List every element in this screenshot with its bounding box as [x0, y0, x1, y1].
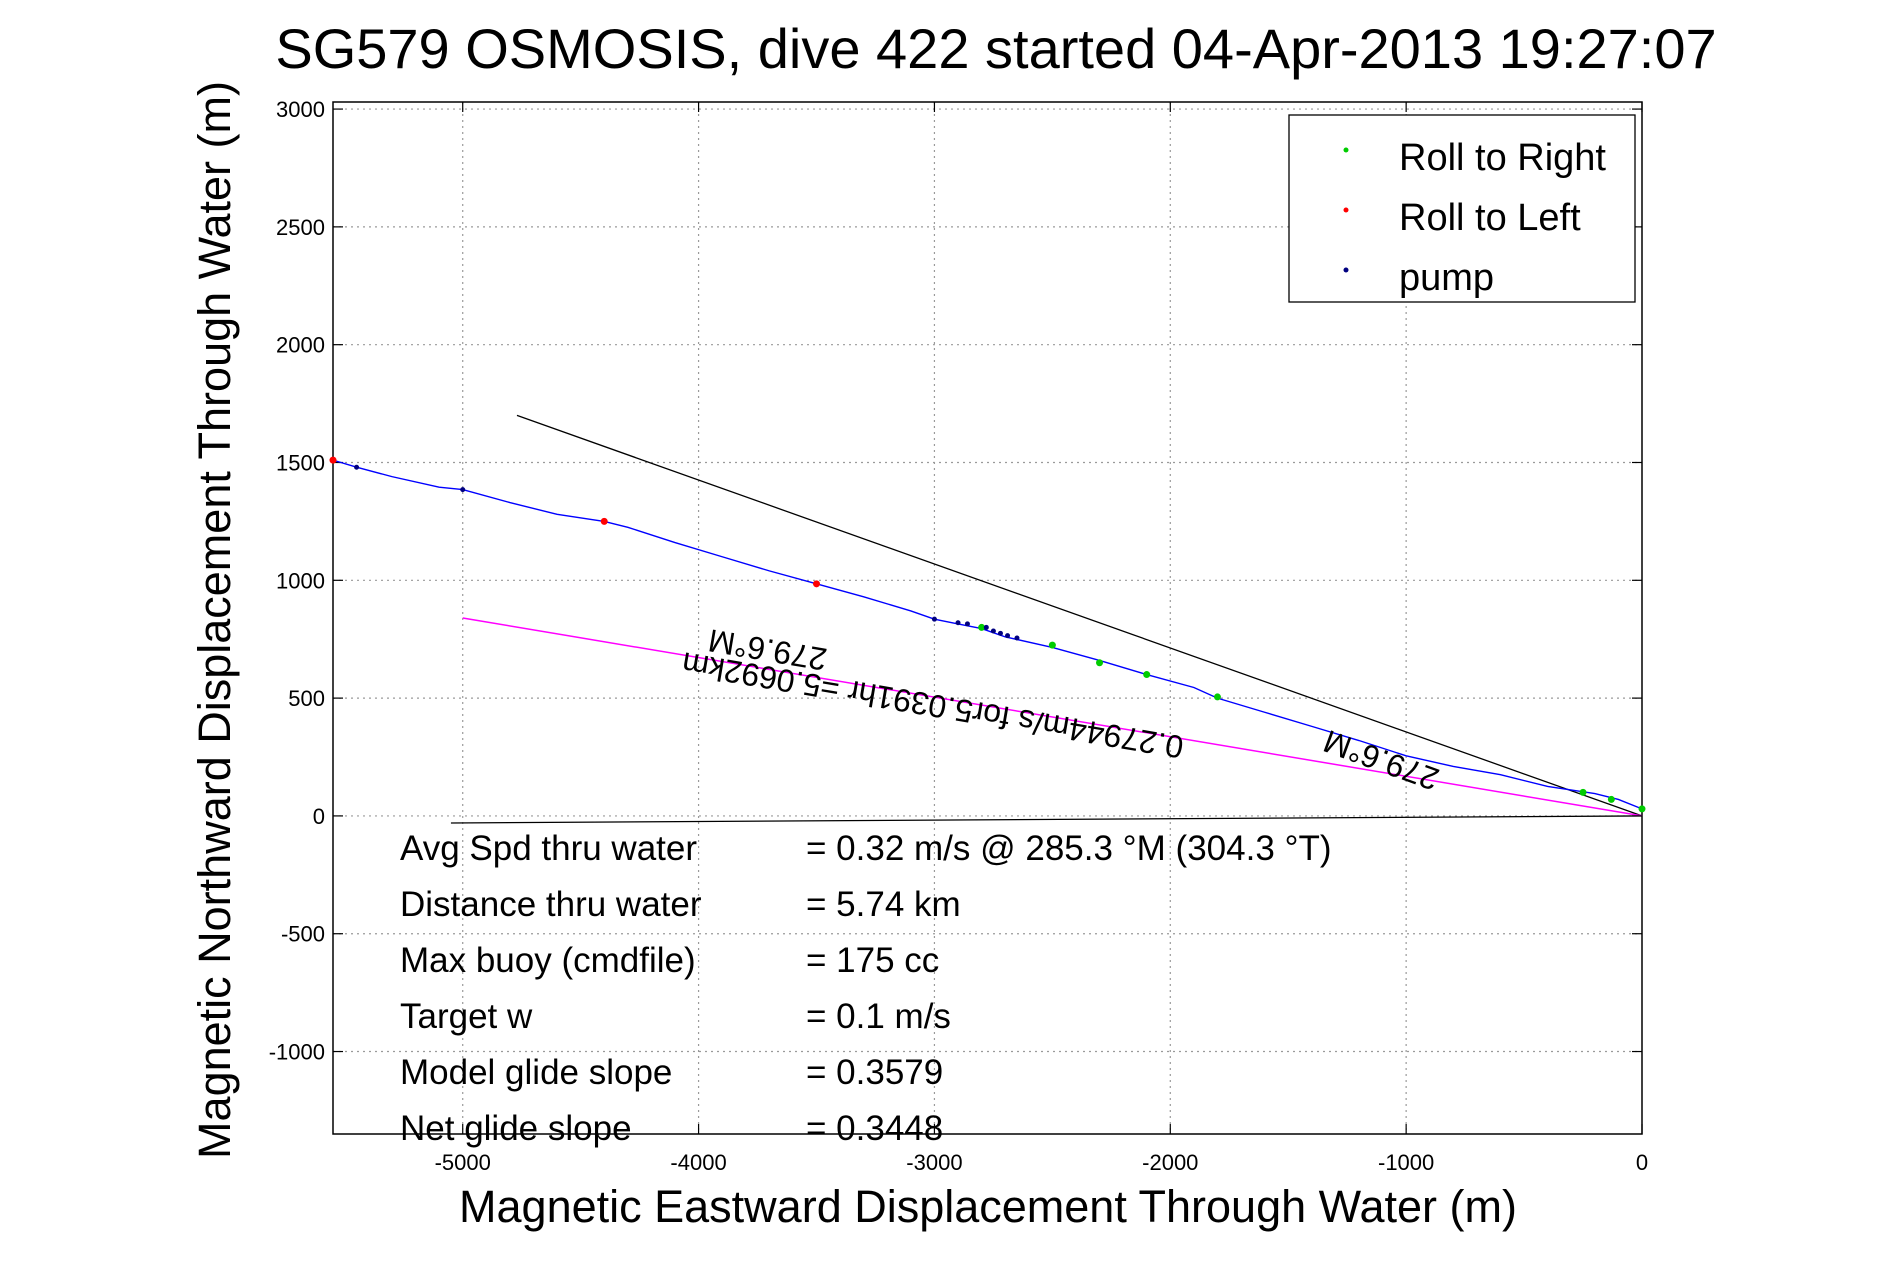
roll-right-point-2	[1096, 659, 1104, 667]
pump-point-5	[983, 624, 989, 630]
pump-point-0	[354, 464, 360, 470]
pump-point-7	[997, 630, 1003, 636]
pump-point-9	[1014, 635, 1020, 641]
y-axis-ticks: -1000 -500 0 500 1000 1500 2000 2500 3000	[269, 97, 1642, 1065]
y-tick-label-2: 0	[313, 804, 325, 829]
roll-right-point-6	[1607, 795, 1615, 803]
legend-label-2: pump	[1399, 257, 1494, 299]
annotation-value-5: = 0.3448	[806, 1109, 943, 1148]
pump-point-2	[931, 616, 937, 622]
annotation-label-2: Max buoy (cmdfile)	[400, 941, 696, 980]
plot-markers	[329, 456, 1646, 813]
chart-title: SG579 OSMOSIS, dive 422 started 04-Apr-2…	[275, 17, 1716, 80]
annotation-value-0: = 0.32 m/s @ 285.3 °M (304.3 °T)	[806, 829, 1332, 868]
roll-right-point-1	[1048, 641, 1056, 649]
dive-track-line	[332, 459, 1643, 810]
y-tick-label-7: 2500	[276, 215, 325, 240]
roll-right-point-4	[1213, 693, 1221, 701]
x-tick-label-4: -1000	[1378, 1150, 1434, 1175]
legend-marker-1	[1343, 207, 1349, 213]
y-tick-label-0: -1000	[269, 1040, 325, 1065]
heading-line-black	[516, 414, 1643, 817]
annotation-label-4: Model glide slope	[400, 1053, 672, 1092]
pump-point-1	[460, 487, 466, 493]
pump-point-3	[955, 620, 961, 626]
legend: Roll to Right Roll to Left pump	[1288, 114, 1636, 303]
roll-right-point-0	[978, 623, 986, 631]
y-tick-label-4: 1000	[276, 568, 325, 593]
annotation-value-1: = 5.74 km	[806, 885, 961, 924]
x-axis-label: Magnetic Eastward Displacement Through W…	[459, 1181, 1517, 1232]
y-tick-label-8: 3000	[276, 97, 325, 122]
annotation-label-5: Net glide slope	[400, 1109, 632, 1148]
x-tick-label-3: -2000	[1142, 1150, 1198, 1175]
pump-point-8	[1005, 633, 1011, 639]
base-line	[450, 815, 1643, 824]
legend-label-1: Roll to Left	[1399, 197, 1581, 239]
annotation-value-3: = 0.1 m/s	[806, 997, 951, 1036]
roll-left-point-2	[813, 580, 821, 588]
x-tick-label-1: -4000	[670, 1150, 726, 1175]
legend-label-0: Roll to Right	[1399, 137, 1606, 179]
y-tick-label-1: -500	[281, 922, 325, 947]
roll-left-point-1	[600, 517, 608, 525]
pump-point-4	[964, 621, 970, 627]
x-tick-label-2: -3000	[906, 1150, 962, 1175]
x-axis-ticks: -5000 -4000 -3000 -2000 -1000 0	[435, 102, 1648, 1175]
y-tick-label-5: 1500	[276, 450, 325, 475]
roll-right-point-3	[1143, 671, 1151, 679]
x-tick-label-5: 0	[1636, 1150, 1648, 1175]
roll-right-point-5	[1579, 788, 1587, 796]
legend-marker-0	[1343, 147, 1349, 153]
legend-marker-2	[1343, 267, 1349, 273]
annotation-label-0: Avg Spd thru water	[400, 829, 697, 868]
y-tick-label-3: 500	[288, 686, 325, 711]
roll-right-point-7	[1638, 805, 1646, 813]
x-tick-label-0: -5000	[435, 1150, 491, 1175]
pump-point-6	[990, 628, 996, 634]
heading-line-magenta	[462, 617, 1643, 817]
axes-box	[332, 101, 1643, 1135]
plot-lines	[332, 414, 1643, 824]
axes-frame	[332, 101, 1643, 1135]
annotation-label-3: Target w	[400, 997, 533, 1036]
y-tick-label-6: 2000	[276, 333, 325, 358]
y-axis-label: Magnetic Northward Displacement Through …	[189, 81, 240, 1159]
stats-annotations: Avg Spd thru water = 0.32 m/s @ 285.3 °M …	[400, 829, 1332, 1148]
roll-left-point-0	[329, 456, 337, 464]
annotation-value-4: = 0.3579	[806, 1053, 943, 1092]
annotation-label-1: Distance thru water	[400, 885, 702, 924]
annotation-value-2: = 175 cc	[806, 941, 939, 980]
